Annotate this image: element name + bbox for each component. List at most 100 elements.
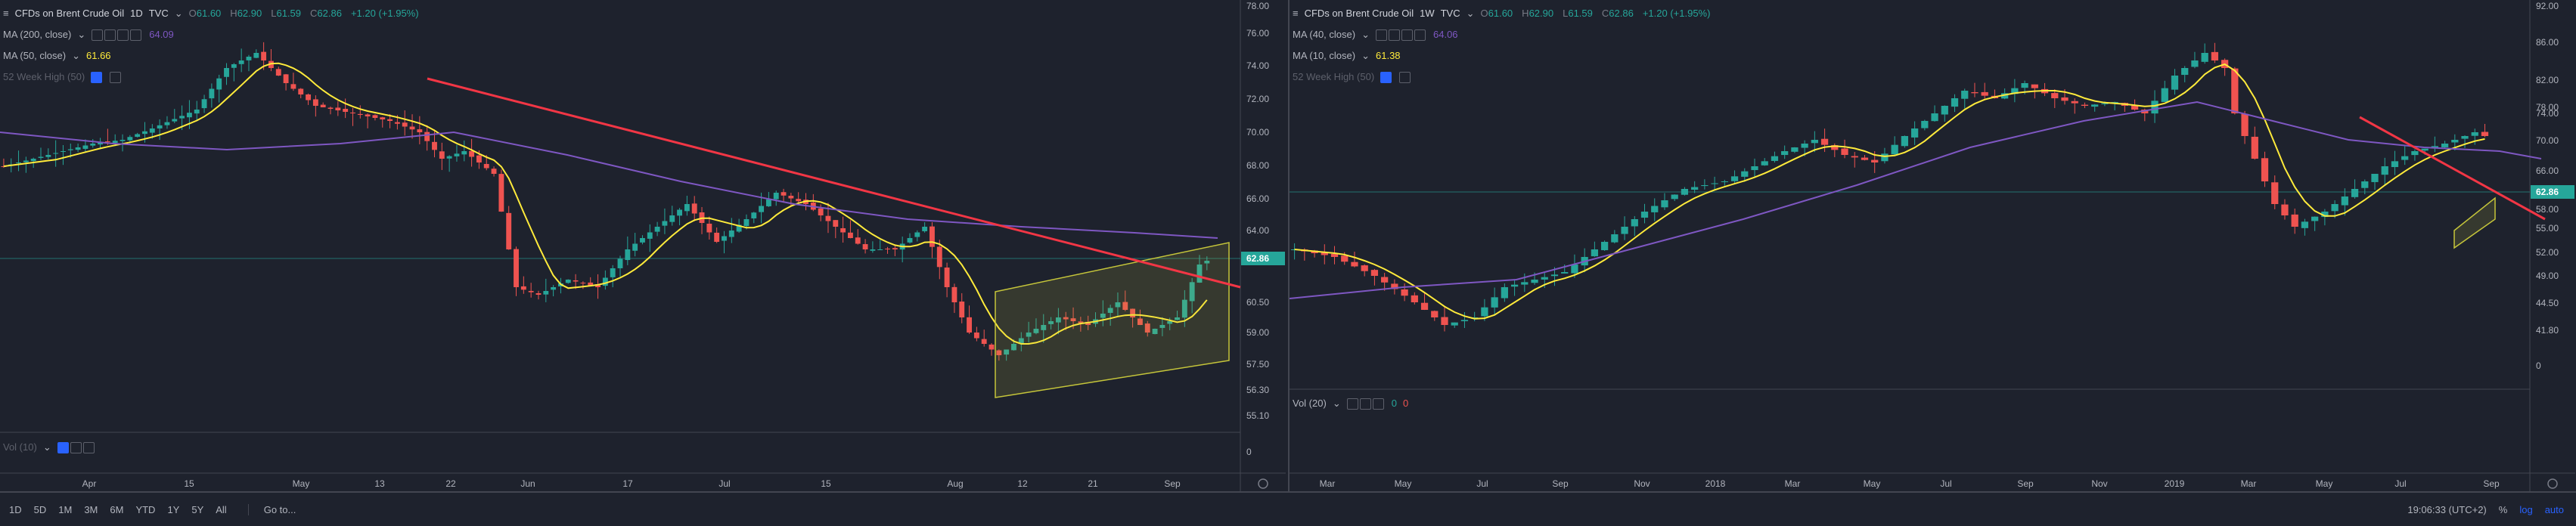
interval-label[interactable]: 1W xyxy=(1420,8,1435,19)
candle-body xyxy=(357,113,363,115)
candle-body xyxy=(1521,282,1529,285)
open-label: O xyxy=(1480,8,1488,19)
interval-label[interactable]: 1D xyxy=(130,8,143,19)
timeframe-button[interactable]: 1M xyxy=(58,503,73,515)
eye-icon[interactable] xyxy=(1376,29,1387,42)
low-value: 61.59 xyxy=(1568,8,1593,19)
candle-body xyxy=(112,141,118,144)
candle-body xyxy=(1026,333,1032,337)
week-high-row[interactable]: 52 Week High (50) xyxy=(3,67,419,88)
ma-200-row[interactable]: MA (200, close) ⌄ 64.09 xyxy=(3,24,419,45)
timeframe-button[interactable]: 3M xyxy=(84,503,98,515)
hidden-eye-icon[interactable] xyxy=(1380,71,1392,83)
candle-body xyxy=(751,212,757,218)
auto-toggle[interactable]: auto xyxy=(2544,503,2564,515)
candle-body xyxy=(2381,166,2388,175)
price-tick-label: 57.50 xyxy=(1246,359,1269,370)
timeframe-button[interactable]: YTD xyxy=(135,503,156,515)
collapse-icon[interactable]: ≡ xyxy=(3,8,9,19)
timeframe-button[interactable]: 5Y xyxy=(191,503,204,515)
settings-icon[interactable] xyxy=(70,442,82,454)
candle-body xyxy=(602,277,608,286)
timeframe-button[interactable]: 6M xyxy=(110,503,124,515)
candle-body xyxy=(1441,317,1448,325)
ma-short-line xyxy=(1294,63,2485,320)
percent-toggle[interactable]: % xyxy=(2498,503,2508,515)
candle-body xyxy=(1531,280,1538,283)
left-chart-canvas[interactable]: 78.00 76.00 74.00 72.00 70.00 68.00 66.00 64.00… xyxy=(0,0,1288,491)
settings-icon[interactable] xyxy=(104,29,116,42)
candle-body xyxy=(298,88,304,94)
close-icon[interactable] xyxy=(1372,398,1384,410)
log-toggle[interactable]: log xyxy=(2519,503,2533,515)
ma-10-row[interactable]: MA (10, close) ⌄ 61.38 xyxy=(1293,45,1710,67)
week-high-row[interactable]: 52 Week High (50) xyxy=(1293,67,1710,88)
ma-40-row[interactable]: MA (40, close) ⌄ 64.06 xyxy=(1293,24,1710,45)
candle-body xyxy=(2311,216,2319,221)
ma-value: 61.38 xyxy=(1376,50,1401,61)
settings-icon[interactable] xyxy=(1359,398,1371,410)
hidden-eye-icon[interactable] xyxy=(91,71,103,83)
candle-body xyxy=(1691,187,1699,190)
price-tick-label: 70.00 xyxy=(1246,127,1269,138)
ma-value: 64.06 xyxy=(1433,29,1458,40)
timeframe-button[interactable]: 1D xyxy=(9,503,22,515)
eye-icon[interactable] xyxy=(92,29,104,42)
candle-body xyxy=(2421,148,2429,151)
chevron-down-icon[interactable]: ⌄ xyxy=(1466,8,1475,19)
candle-body xyxy=(417,129,423,132)
price-tick-label: 86.00 xyxy=(2536,37,2559,48)
candle-body xyxy=(765,199,771,206)
candle-body xyxy=(1130,308,1136,317)
symbol-title[interactable]: CFDs on Brent Crude Oil xyxy=(1304,8,1414,19)
ma-50-row[interactable]: MA (50, close) ⌄ 61.66 xyxy=(3,45,419,67)
timeframe-button[interactable]: 1Y xyxy=(167,503,180,515)
candle-body xyxy=(1591,249,1599,257)
goto-button[interactable]: Go to... xyxy=(247,503,296,515)
candle-body xyxy=(1451,322,1458,326)
eye-icon[interactable] xyxy=(57,442,69,454)
candle-body xyxy=(1370,270,1379,276)
candle-body xyxy=(2341,196,2348,206)
timeframe-button[interactable]: All xyxy=(216,503,227,515)
settings-icon[interactable] xyxy=(1399,71,1411,83)
timeframe-button[interactable]: 5D xyxy=(33,503,47,515)
right-chart-pane[interactable]: ≡ CFDs on Brent Crude Oil 1W TVC ⌄ O61.6… xyxy=(1288,0,2576,491)
candle-body xyxy=(119,140,126,141)
close-icon[interactable] xyxy=(82,442,95,454)
candle-body xyxy=(914,232,920,237)
price-tick-label: 82.00 xyxy=(2536,75,2559,85)
candle-body xyxy=(1122,302,1128,310)
eye-icon[interactable] xyxy=(1346,398,1358,410)
candle-body xyxy=(1481,307,1488,317)
price-tick-label: 49.00 xyxy=(2536,271,2559,281)
candle-body xyxy=(2171,76,2179,90)
candle-body xyxy=(1510,284,1519,287)
more-icon[interactable] xyxy=(1414,29,1426,42)
more-icon[interactable] xyxy=(130,29,142,42)
close-icon[interactable] xyxy=(1401,29,1413,42)
candle-body xyxy=(588,282,594,286)
collapse-icon[interactable]: ≡ xyxy=(1293,8,1299,19)
candle-body xyxy=(2071,101,2078,104)
close-icon[interactable] xyxy=(117,29,129,42)
candle-body xyxy=(2211,51,2219,60)
settings-icon[interactable] xyxy=(1389,29,1400,42)
candle-body xyxy=(268,60,274,68)
candle-body xyxy=(1491,297,1498,308)
candle-body xyxy=(424,132,430,141)
candle-body xyxy=(573,280,579,282)
candle-body xyxy=(2241,113,2249,136)
candle-body xyxy=(1541,277,1548,280)
candle-body xyxy=(736,224,742,232)
candle-body xyxy=(179,116,185,119)
chevron-down-icon[interactable]: ⌄ xyxy=(174,8,183,19)
candle-body xyxy=(2181,68,2189,76)
clock-display[interactable]: 19:06:33 (UTC+2) xyxy=(2407,503,2487,515)
left-chart-pane[interactable]: ≡ CFDs on Brent Crude Oil 1D TVC ⌄ O61.6… xyxy=(0,0,1288,491)
settings-icon[interactable] xyxy=(110,71,122,83)
right-chart-canvas[interactable]: 92.0086.0082.0078.0074.0070.0066.0062.00… xyxy=(1290,0,2576,491)
candle-body xyxy=(654,227,660,232)
candle-body xyxy=(2051,93,2059,98)
symbol-title[interactable]: CFDs on Brent Crude Oil xyxy=(14,8,125,19)
